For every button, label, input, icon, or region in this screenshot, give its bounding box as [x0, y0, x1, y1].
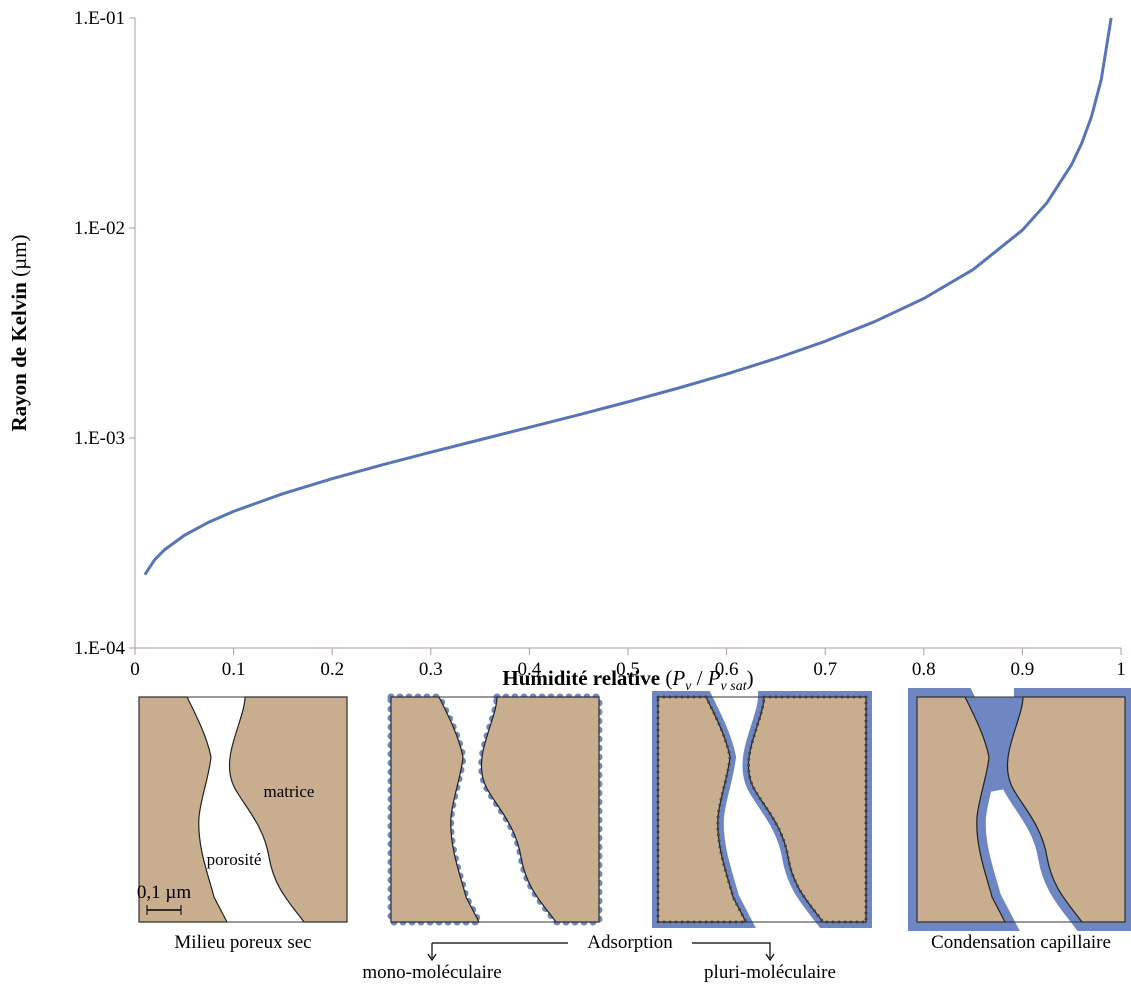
x-tick-label: 0.7 [813, 659, 837, 680]
adsorption-label: Adsorption [587, 932, 673, 953]
x-tick-label: 0.6 [715, 659, 739, 680]
x-tick-label: 0.4 [518, 659, 542, 680]
y-tick-label: 1.E-03 [74, 428, 125, 449]
y-tick-label: 1.E-01 [74, 8, 125, 29]
arrows [427, 942, 775, 962]
y-tick-label: 1.E-02 [74, 218, 125, 239]
panel-capillary [917, 697, 1125, 922]
panel-label: Milieu poreux sec [174, 932, 311, 953]
y-axis-label: Rayon de Kelvin (µm) [7, 234, 31, 431]
x-tick-label: 0.2 [320, 659, 344, 680]
panel-mono [391, 697, 599, 922]
kelvin-curve [143, 17, 1113, 576]
mono-label: mono-moléculaire [362, 962, 501, 983]
panel-label: Condensation capillaire [931, 932, 1111, 953]
panel-dry: matrice porosité 0,1 µm [137, 696, 348, 923]
x-tick-label: 0.8 [912, 659, 936, 680]
x-axis-label: Humidité relative (Pv / Pv sat) [502, 666, 753, 694]
x-tick-label: 0 [130, 659, 140, 680]
panel-pluri [658, 697, 866, 922]
pluri-label: pluri-moléculaire [704, 962, 836, 983]
x-tick-label: 0.3 [419, 659, 443, 680]
x-tick-label: 0.1 [222, 659, 246, 680]
x-tick-label: 1 [1116, 659, 1126, 680]
label-matrice: matrice [264, 782, 315, 801]
x-tick-label: 0.9 [1011, 659, 1035, 680]
scale-label: 0,1 µm [137, 882, 191, 903]
x-tick-label: 0.5 [616, 659, 640, 680]
label-porosite: porosité [207, 850, 262, 869]
y-tick-label: 1.E-04 [74, 638, 126, 659]
